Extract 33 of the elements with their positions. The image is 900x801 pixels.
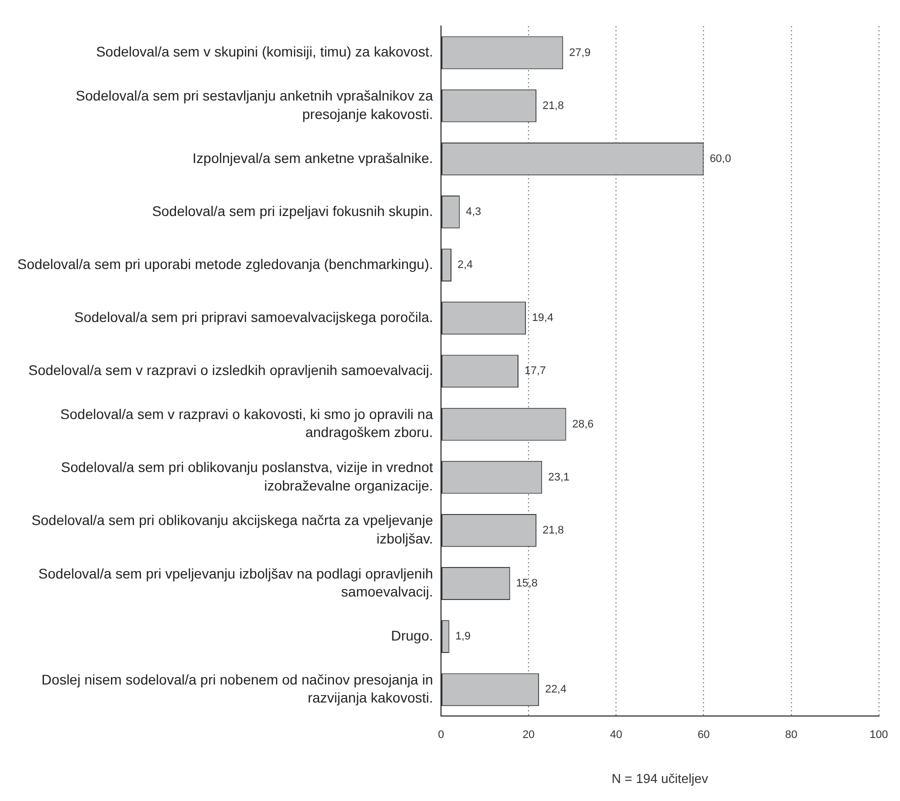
y-tick-label: Sodeloval/a sem pri uporabi metode zgledovanja (benchmarkingu).	[17, 256, 433, 272]
data-label: 4,3	[466, 206, 482, 218]
data-label: 60,0	[710, 152, 732, 165]
x-axis-title: N = 194 učiteljev	[612, 770, 709, 786]
data-label: 1,9	[455, 630, 471, 643]
y-tick-label: Sodeloval/a sem pri vpeljevanju izboljšav na podlagi opravljenih samoevalvacij.	[38, 565, 433, 600]
y-tick-label: Drugo.	[390, 627, 433, 644]
data-label: 21,8	[542, 100, 564, 112]
y-tick-label: Sodeloval/a sem v razpravi o kakovosti, ki smo jo opravili na andragoškem zboru.	[60, 406, 434, 440]
x-tick-label: 60	[698, 728, 710, 741]
data-label: 2,4	[458, 259, 473, 272]
x-tick-label: 80	[785, 728, 798, 741]
data-label: 22,4	[545, 684, 566, 696]
y-tick-label: Izpolnjeval/a sem anketne vprašalnike.	[192, 150, 433, 166]
y-tick-label: Sodeloval/a sem pri izpeljavi fokusnih skupin.	[152, 202, 433, 219]
x-tick-label: 100	[870, 728, 888, 741]
y-tick-label: Sodeloval/a sem v razpravi o izsledkih opravljenih samoevalvacij.	[28, 362, 433, 378]
x-tick-label: 0	[438, 728, 444, 741]
y-tick-label: Doslej nisem sodeloval/a pri nobenem od načinov presojanja in razvijanja kakovosti.	[42, 671, 433, 706]
data-label: 15,8	[516, 578, 538, 590]
y-tick-label: Sodeloval/a sem v skupini (komisiji, timu) za kakovost.	[96, 44, 433, 60]
data-label: 23,1	[548, 471, 570, 484]
x-tick-label: 20	[522, 728, 535, 741]
x-tick-label: 40	[610, 728, 622, 741]
y-tick-label: Sodeloval/a sem pri pripravi samoevalvacijskega poročila.	[74, 308, 433, 325]
y-tick-label: Sodeloval/a sem pri sestavljanju anketnih vprašalnikov za presojanje kakovosti.	[76, 88, 434, 122]
data-label: 21,8	[542, 524, 564, 536]
y-tick-label: Sodeloval/a sem pri oblikovanju akcijskega načrta za vpeljevanje izboljšav.	[31, 512, 434, 546]
data-label: 28,6	[572, 418, 594, 430]
data-label: 19,4	[532, 312, 554, 324]
y-tick-label: Sodeloval/a sem pri oblikovanju poslanstva, vizije in vrednot izobraževalne organizacije.	[61, 459, 434, 494]
data-label: 17,7	[524, 365, 546, 378]
data-label: 27,9	[569, 46, 591, 59]
